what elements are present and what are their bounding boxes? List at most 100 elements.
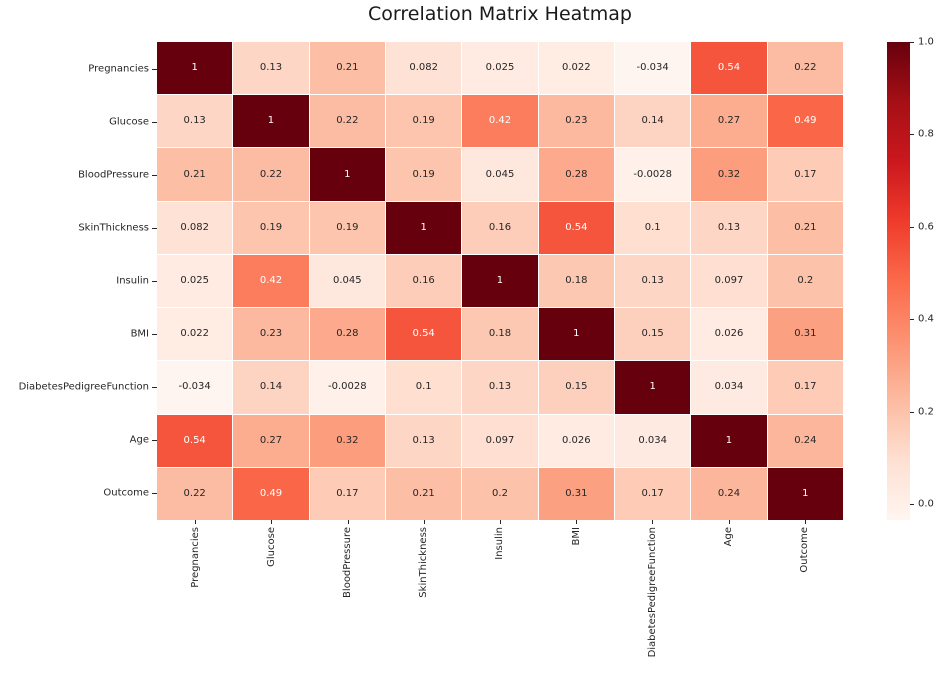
x-tick-label: DiabetesPedigreeFunction [646, 527, 658, 658]
cell-value: 1 [649, 381, 656, 393]
heatmap-cell: 0.034 [615, 414, 691, 467]
cell-value: 0.17 [794, 381, 817, 393]
heatmap-cell: 0.13 [157, 95, 233, 148]
colorbar-tick-label: 1.0 [918, 36, 934, 48]
heatmap-cell: 0.27 [233, 414, 309, 467]
colorbar-tick-mark [910, 134, 914, 136]
y-tick-label: BloodPressure [78, 169, 149, 181]
cell-value: 0.022 [562, 62, 591, 74]
heatmap-cell: 0.23 [538, 95, 614, 148]
heatmap-cell: 0.23 [233, 308, 309, 361]
heatmap-cell: 0.17 [767, 148, 843, 201]
y-tick-mark [152, 68, 157, 70]
chart-title: Correlation Matrix Heatmap [368, 3, 632, 25]
heatmap-cell: 0.49 [767, 95, 843, 148]
heatmap-cell: 0.13 [691, 201, 767, 254]
colorbar-tick-mark [910, 504, 914, 506]
x-tick-label: BloodPressure [342, 527, 354, 598]
heatmap-cell: 0.097 [691, 254, 767, 308]
cell-value: 0.022 [180, 328, 209, 340]
cell-value: 0.13 [488, 381, 512, 393]
heatmap-cell: 0.54 [386, 308, 462, 361]
heatmap-cell: 0.24 [767, 414, 843, 467]
heatmap-cell: 1 [157, 42, 233, 95]
y-tick-mark [152, 493, 157, 495]
cell-value: 0.28 [336, 328, 359, 340]
colorbar-tick-label: 0.4 [918, 313, 934, 325]
heatmap-cell: 0.13 [462, 361, 538, 414]
heatmap-cell: 0.54 [538, 201, 614, 254]
cell-value: 0.14 [641, 115, 664, 127]
heatmap-cell: 0.17 [615, 467, 691, 520]
cell-value: 0.1 [415, 381, 432, 393]
heatmap-cell: 0.16 [462, 201, 538, 254]
heatmap-cell: 1 [309, 148, 385, 201]
heatmap-cell: 0.026 [691, 308, 767, 361]
cell-value: 0.026 [714, 328, 744, 340]
heatmap-cell: 0.18 [538, 254, 614, 308]
heatmap-cell: 0.19 [233, 201, 309, 254]
cell-value: 0.18 [488, 328, 512, 340]
cell-value: 0.21 [412, 487, 435, 499]
cell-value: 0.16 [488, 221, 512, 233]
cell-value: 0.17 [336, 487, 359, 499]
heatmap-cell: 0.42 [233, 254, 309, 308]
cell-value: 1 [191, 62, 198, 74]
x-tick-mark [195, 520, 197, 524]
cell-value: 0.034 [638, 434, 667, 446]
heatmap-cell: 1 [233, 95, 309, 148]
heatmap-cell: 0.49 [233, 467, 309, 520]
heatmap-cell: 0.22 [233, 148, 309, 201]
x-tick-label-wrap: Outcome [767, 527, 843, 573]
heatmap-cell: 0.022 [538, 42, 614, 95]
heatmap-cell: 0.54 [157, 414, 233, 467]
y-tick-label: Outcome [103, 487, 149, 499]
colorbar-tick-mark [910, 42, 914, 43]
x-tick-label-wrap: Insulin [462, 527, 538, 560]
cell-value: 0.17 [794, 168, 817, 180]
heatmap-cell: 0.19 [386, 95, 462, 148]
cell-value: 0.19 [412, 168, 435, 180]
heatmap-cell: 0.16 [386, 254, 462, 308]
x-tick-label: BMI [570, 527, 582, 546]
cell-value: 0.21 [336, 62, 359, 74]
cell-value: 0.026 [562, 434, 591, 446]
y-tick-mark [152, 227, 157, 229]
heatmap-cell: 1 [615, 361, 691, 414]
y-tick-label: Pregnancies [88, 63, 149, 75]
cell-value: 1 [802, 487, 809, 499]
cell-value: 0.23 [565, 115, 588, 127]
heatmap-cell: 0.18 [462, 308, 538, 361]
heatmap-cell: 0.13 [386, 414, 462, 467]
heatmap-grid: 1 0.13 0.21 0.082 0.025 0.022 -0.034 0.54 0.22 0.… [157, 42, 843, 520]
heatmap-cell: 0.32 [309, 414, 385, 467]
y-tick-mark [152, 440, 157, 442]
heatmap-cell: 0.15 [615, 308, 691, 361]
x-tick-label: SkinThickness [418, 527, 430, 598]
cell-value: 0.21 [183, 168, 206, 180]
cell-value: -0.034 [636, 62, 669, 74]
heatmap-cell: 0.21 [767, 201, 843, 254]
cell-value: 1 [267, 115, 275, 127]
heatmap-cell: 0.022 [157, 308, 233, 361]
cell-value: 0.14 [259, 381, 283, 393]
y-tick-label: Glucose [109, 116, 149, 128]
heatmap-cell: 0.2 [462, 467, 538, 520]
colorbar-tick-label: 0.6 [918, 221, 934, 233]
colorbar-tick-mark [910, 319, 914, 321]
x-tick-mark [500, 520, 501, 524]
heatmap-cell: 0.27 [691, 95, 767, 148]
cell-value: 0.42 [259, 274, 283, 286]
cell-value: 0.045 [333, 274, 362, 286]
y-tick-label: SkinThickness [78, 222, 149, 234]
heatmap-cell: 0.22 [767, 42, 843, 95]
heatmap-cell: 1 [691, 414, 767, 467]
heatmap-cell: 1 [386, 201, 462, 254]
cell-value: 0.22 [183, 487, 206, 499]
heatmap-cell: 0.22 [157, 467, 233, 520]
cell-value: 0.31 [565, 487, 588, 499]
heatmap-cell: -0.0028 [309, 361, 385, 414]
y-tick-mark [152, 387, 157, 389]
colorbar-gradient [887, 42, 910, 520]
